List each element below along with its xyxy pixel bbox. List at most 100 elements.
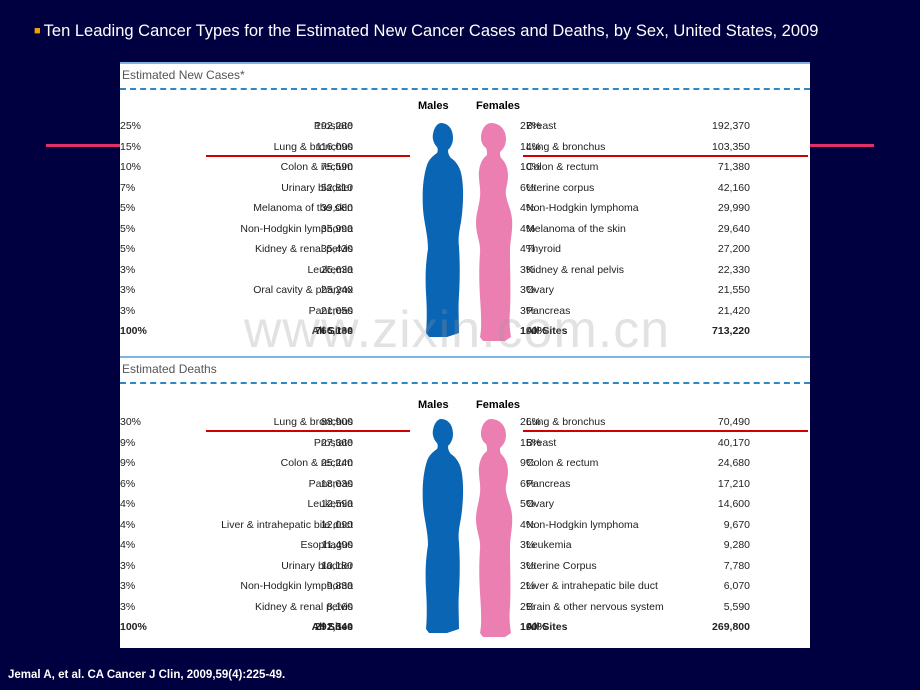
cancer-site-cell: Breast xyxy=(526,436,557,449)
percent-cell: 4% xyxy=(520,243,536,255)
cancer-site-cell: Breast xyxy=(526,120,557,132)
cancer-site-cell: Urinary bladder xyxy=(281,181,353,194)
percent-cell: 15% xyxy=(520,436,542,449)
cancer-site-cell: Liver & intrahepatic bile duct xyxy=(526,580,658,592)
case-count-cell: 21,420 xyxy=(717,304,750,317)
new-cases-label: Estimated New Cases* xyxy=(122,68,245,82)
case-count-cell: 24,680 xyxy=(717,457,750,469)
percent-cell: 14% xyxy=(520,140,542,153)
table-row: All Sites 713,220 100% xyxy=(520,323,810,341)
case-count-cell: 7,780 xyxy=(723,559,750,572)
case-count-cell: 713,220 xyxy=(712,325,750,337)
table-row: Lung & bronchus 103,350 14% xyxy=(520,139,810,157)
table-row: Pancreas 21,420 3% xyxy=(520,303,810,321)
cancer-site-cell: Lung & bronchus xyxy=(526,140,606,153)
percent-cell: 3% xyxy=(120,559,136,572)
table-row: All Sites 292,540 100% xyxy=(120,619,410,637)
table-row: Kidney & renal pelvis 8,160 3% xyxy=(120,599,410,617)
percent-cell: 2% xyxy=(520,580,536,592)
slide-title: ■ Ten Leading Cancer Types for the Estima… xyxy=(34,22,818,41)
table-row: Prostate 192,280 25% xyxy=(120,118,410,136)
cancer-site-cell: Kidney & renal pelvis xyxy=(254,600,353,613)
cancer-site-cell: All Sites xyxy=(526,621,568,633)
table-row: Uterine Corpus 7,780 3% xyxy=(520,558,810,576)
deaths-label: Estimated Deaths xyxy=(122,362,217,376)
highlight-underline xyxy=(206,155,410,157)
cancer-site-cell: Kidney & renal pelvis xyxy=(254,243,353,255)
case-count-cell: 25,240 xyxy=(320,284,353,296)
case-count-cell: 192,280 xyxy=(315,120,353,132)
case-count-cell: 27,360 xyxy=(320,436,353,449)
case-count-cell: 25,240 xyxy=(320,457,353,469)
table-row: Pancreas 21,050 3% xyxy=(120,303,410,321)
percent-cell: 6% xyxy=(520,477,536,490)
highlight-underline xyxy=(206,430,410,432)
percent-cell: 15% xyxy=(120,140,142,153)
table-row: Leukemia 25,630 3% xyxy=(120,262,410,280)
case-count-cell: 29,990 xyxy=(717,202,750,214)
percent-cell: 3% xyxy=(520,539,536,551)
case-count-cell: 8,160 xyxy=(326,600,353,613)
percent-cell: 3% xyxy=(520,559,536,572)
case-count-cell: 75,590 xyxy=(320,161,353,173)
percent-cell: 7% xyxy=(120,181,136,194)
percent-cell: 6% xyxy=(520,181,536,194)
percent-cell: 10% xyxy=(120,161,142,173)
cancer-site-cell: Colon & rectum xyxy=(280,457,353,469)
table-row: Non-Hodgkin lymphoma 35,990 5% xyxy=(120,221,410,239)
table-row: Melanoma of the skin 29,640 4% xyxy=(520,221,810,239)
percent-cell: 9% xyxy=(120,436,136,449)
case-count-cell: 35,990 xyxy=(320,222,353,235)
percent-cell: 9% xyxy=(520,457,536,469)
table-row: Leukemia 12,590 4% xyxy=(120,496,410,514)
highlight-underline xyxy=(523,430,808,432)
case-count-cell: 9,670 xyxy=(723,518,750,531)
percent-cell: 3% xyxy=(520,304,536,317)
table-row: Non-Hodgkin lymphoma 29,990 4% xyxy=(520,200,810,218)
percent-cell: 3% xyxy=(520,284,536,296)
cancer-site-cell: Non-Hodgkin lymphoma xyxy=(240,580,353,592)
cancer-site-cell: Lung & bronchus xyxy=(526,416,606,428)
male-silhouette-icon xyxy=(422,419,464,633)
case-count-cell: 9,280 xyxy=(723,539,750,551)
percent-cell: 4% xyxy=(520,222,536,235)
percent-cell: 100% xyxy=(520,621,547,633)
cancer-site-cell: Melanoma of the skin xyxy=(253,202,353,214)
case-count-cell: 292,540 xyxy=(315,621,353,633)
table-row: Thyroid 27,200 4% xyxy=(520,241,810,259)
deaths-females-label: Females xyxy=(476,399,521,411)
new-cases-females-label: Females xyxy=(476,100,521,112)
case-count-cell: 14,600 xyxy=(717,498,750,510)
case-count-cell: 27,200 xyxy=(717,243,750,255)
table-row: Liver & intrahepatic bile duct 12,090 4% xyxy=(120,517,410,535)
cancer-site-cell: All Sites xyxy=(311,621,353,633)
cancer-site-cell: Uterine corpus xyxy=(526,181,595,194)
new-cases-header: Estimated New Cases* xyxy=(120,62,810,90)
cancer-site-cell: Leukemia xyxy=(526,539,572,551)
cancer-site-cell: Oral cavity & pharynx xyxy=(253,284,353,296)
case-count-cell: 52,810 xyxy=(320,181,353,194)
percent-cell: 4% xyxy=(120,539,136,551)
percent-cell: 6% xyxy=(120,477,136,490)
cancer-site-cell: Ovary xyxy=(526,498,555,510)
table-row: Breast 192,370 27% xyxy=(520,118,810,136)
table-row: Kidney & renal pelvis 35,430 5% xyxy=(120,241,410,259)
case-count-cell: 88,900 xyxy=(320,416,353,428)
cancer-site-cell: Brain & other nervous system xyxy=(526,600,664,613)
table-row: All Sites 269,800 100% xyxy=(520,619,810,637)
accent-line-left xyxy=(46,144,122,147)
table-row: Urinary bladder 10,180 3% xyxy=(120,558,410,576)
cancer-site-cell: Colon & rectum xyxy=(526,161,599,173)
table-row: Non-Hodgkin lymphoma 9,670 4% xyxy=(520,517,810,535)
percent-cell: 10% xyxy=(520,161,542,173)
percent-cell: 2% xyxy=(520,600,536,613)
table-row: Non-Hodgkin lymphoma 9,830 3% xyxy=(120,578,410,596)
table-row: Colon & rectum 75,590 10% xyxy=(120,159,410,177)
percent-cell: 5% xyxy=(120,222,136,235)
percent-cell: 5% xyxy=(120,243,136,255)
percent-cell: 26% xyxy=(520,416,542,428)
case-count-cell: 9,830 xyxy=(326,580,353,592)
table-row: Liver & intrahepatic bile duct 6,070 2% xyxy=(520,578,810,596)
case-count-cell: 116,090 xyxy=(315,140,353,153)
table-row: Ovary 21,550 3% xyxy=(520,282,810,300)
